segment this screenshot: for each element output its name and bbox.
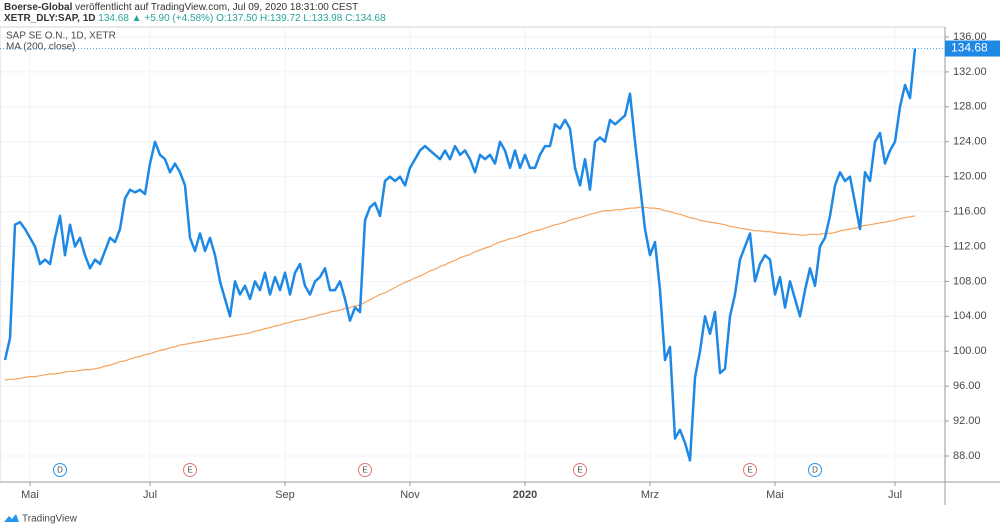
y-tick-label: 108.00 bbox=[953, 275, 987, 287]
legend-1: MA (200, close) bbox=[6, 42, 75, 53]
y-tick-label: 124.00 bbox=[953, 136, 987, 148]
footer-text: TradingView bbox=[22, 514, 78, 525]
last: 134.68 bbox=[98, 13, 129, 24]
event-label: E bbox=[577, 466, 582, 475]
change: ▲ +5.90 (+4.58%) bbox=[132, 13, 214, 24]
series-line bbox=[4, 206, 916, 381]
event-marker bbox=[53, 463, 67, 477]
y-tick-label: 96.00 bbox=[953, 380, 981, 392]
x-tick-label: Sep bbox=[275, 489, 295, 501]
event-marker bbox=[573, 463, 587, 477]
logo bbox=[4, 514, 19, 522]
price-label: 134.68 bbox=[951, 41, 988, 55]
x-tick-label: 2020 bbox=[513, 489, 537, 501]
y-tick-label: 136.00 bbox=[953, 31, 987, 43]
event-marker bbox=[358, 463, 372, 477]
price-label-box bbox=[945, 40, 1000, 57]
header-line-2: XETR_DLY:SAP, 1D 134.68 ▲ +5.90 (+4.58%)… bbox=[4, 13, 386, 24]
y-tick-label: 92.00 bbox=[953, 415, 981, 427]
header-line-1: Boerse-Global veröffentlicht auf Trading… bbox=[4, 2, 358, 13]
y-tick-label: 132.00 bbox=[953, 66, 987, 78]
y-tick-label: 100.00 bbox=[953, 345, 987, 357]
y-tick-label: 104.00 bbox=[953, 310, 987, 322]
event-label: E bbox=[747, 466, 752, 475]
x-tick-label: Mrz bbox=[641, 489, 659, 501]
event-label: D bbox=[57, 466, 63, 475]
x-tick-label: Mai bbox=[21, 489, 39, 501]
footer: TradingView bbox=[4, 514, 78, 525]
event-marker bbox=[183, 463, 197, 477]
y-tick-label: 112.00 bbox=[953, 240, 986, 252]
y-tick-label: 88.00 bbox=[953, 450, 981, 462]
x-tick-label: Jul bbox=[143, 489, 157, 501]
event-label: D bbox=[812, 466, 818, 475]
event-label: E bbox=[187, 466, 192, 475]
x-tick-label: Jul bbox=[888, 489, 902, 501]
x-tick-label: Mai bbox=[766, 489, 784, 501]
published: veröffentlicht auf TradingView.com, Jul … bbox=[75, 2, 358, 13]
symbol: XETR_DLY:SAP, 1D bbox=[4, 13, 96, 24]
x-tick-label: Nov bbox=[400, 489, 420, 501]
plot-frame bbox=[0, 26, 946, 483]
y-tick-label: 128.00 bbox=[953, 101, 987, 113]
ohlc: O:137.50 H:139.72 L:133.98 C:134.68 bbox=[216, 13, 386, 24]
series-line bbox=[3, 48, 917, 462]
publisher: Boerse-Global bbox=[4, 2, 73, 13]
y-tick-label: 120.00 bbox=[953, 171, 987, 183]
event-marker bbox=[808, 463, 822, 477]
event-marker bbox=[743, 463, 757, 477]
event-label: E bbox=[362, 466, 367, 475]
legend-0: SAP SE O.N., 1D, XETR bbox=[6, 31, 116, 42]
y-tick-label: 116.00 bbox=[953, 205, 986, 217]
